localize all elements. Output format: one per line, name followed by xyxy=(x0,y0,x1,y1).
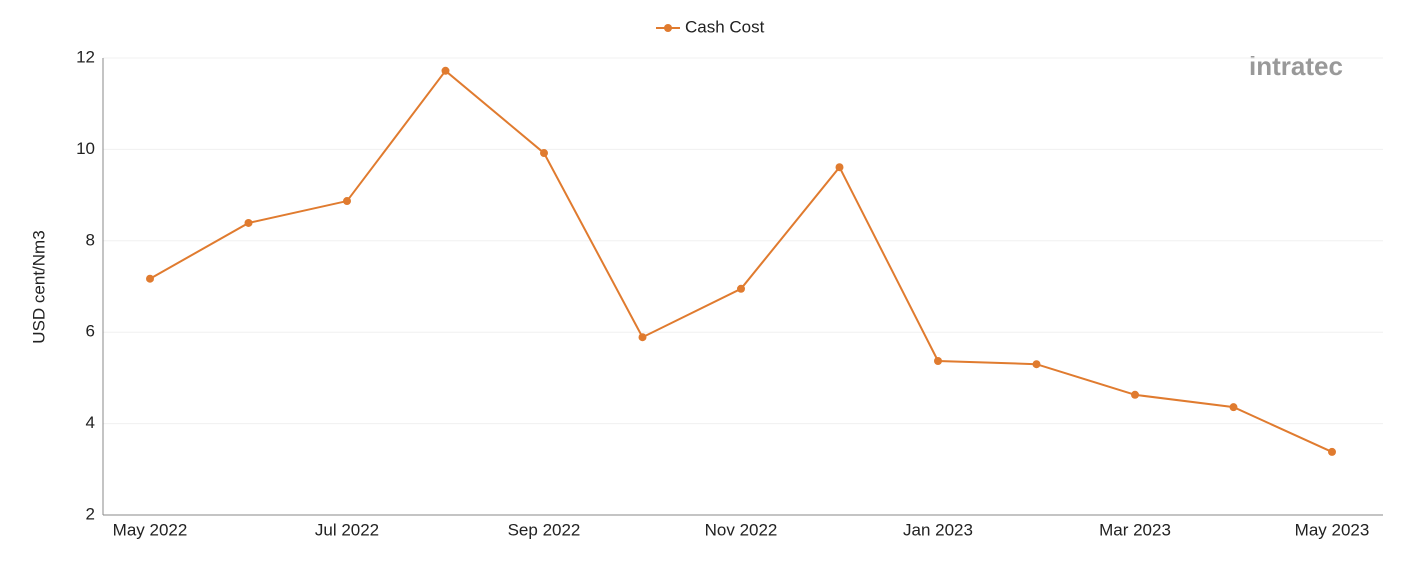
x-tick-label: May 2022 xyxy=(113,520,188,539)
y-tick-label: 12 xyxy=(76,47,95,66)
x-tick-label: Mar 2023 xyxy=(1099,520,1171,539)
data-point xyxy=(835,163,844,172)
y-tick-label: 8 xyxy=(86,230,95,249)
data-point xyxy=(441,66,450,75)
y-tick-label: 6 xyxy=(86,322,95,341)
y-tick-label: 10 xyxy=(76,139,95,158)
data-point xyxy=(737,284,745,293)
data-point xyxy=(1229,403,1238,412)
data-point xyxy=(934,356,942,365)
data-point xyxy=(146,274,154,283)
data-point xyxy=(1131,390,1139,399)
data-point xyxy=(343,197,351,206)
legend-marker xyxy=(664,24,672,32)
legend-label: Cash Cost xyxy=(685,17,765,36)
data-point xyxy=(244,218,253,227)
data-point xyxy=(638,333,647,342)
x-tick-label: Sep 2022 xyxy=(508,520,581,539)
y-tick-label: 4 xyxy=(86,413,95,432)
data-point xyxy=(1032,360,1041,369)
y-axis-label: USD cent/Nm3 xyxy=(29,230,48,343)
x-tick-label: Jul 2022 xyxy=(315,520,379,539)
x-tick-label: May 2023 xyxy=(1295,520,1370,539)
x-tick-label: Nov 2022 xyxy=(705,520,778,539)
series-line xyxy=(149,69,1333,453)
data-point xyxy=(540,149,548,158)
y-tick-label: 2 xyxy=(86,504,95,523)
data-point xyxy=(1328,447,1336,456)
x-tick-label: Jan 2023 xyxy=(903,520,973,539)
watermark: intratec xyxy=(1249,51,1343,81)
